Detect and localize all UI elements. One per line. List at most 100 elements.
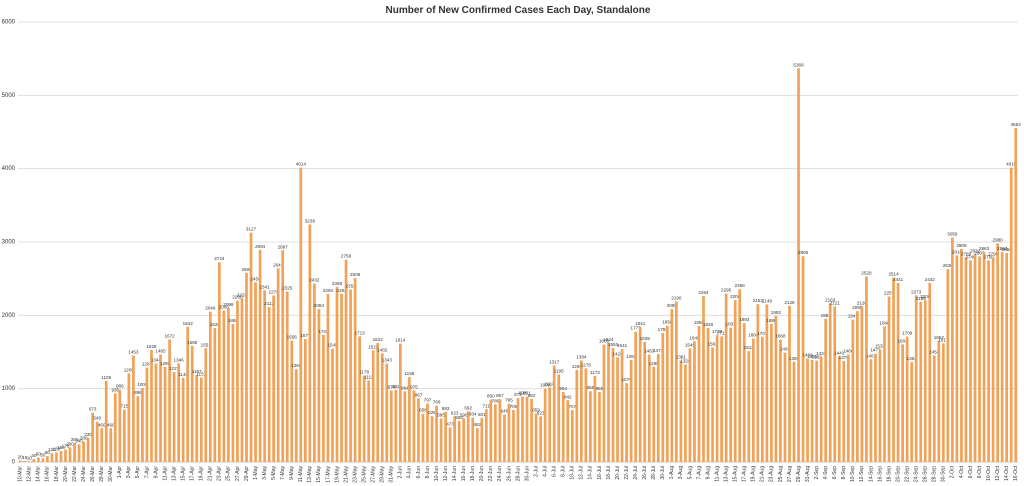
data-label: 2098 [223,302,234,307]
data-label: 2206 [730,294,741,299]
x-tick-label: 9-Aug [705,466,711,480]
data-label: 2325 [282,286,293,291]
bar [77,444,81,462]
x-tick-label: 20-Jul [615,466,621,480]
bar [190,345,194,462]
bar [267,307,271,462]
x-tick-label: 4-Jul [542,466,548,477]
x-tick-label: 31-Aug [805,466,811,482]
data-label: 2432 [309,278,320,283]
data-label: 1622 [373,337,384,342]
x-tick-label: 16-Mar [45,466,51,482]
bar [575,369,579,462]
bar [466,411,470,462]
data-label: 20 [18,455,24,460]
data-label: 1477 [870,348,881,353]
data-label: 2442 [925,277,936,282]
data-label: 1266 [291,363,302,368]
bar [634,331,638,462]
bar [765,304,769,462]
data-label: 1545 [327,343,338,348]
bar [625,383,628,462]
bar [919,301,923,462]
data-label: 964 [401,385,409,390]
bar [724,293,728,462]
x-tick-label: 2-Jul [533,466,539,477]
bar [208,311,212,462]
bar [570,410,574,462]
bar [227,308,230,462]
bar [489,399,493,462]
data-label: 1328 [680,359,691,364]
data-label: 1624 [603,337,614,342]
data-label: 2803 [974,250,985,255]
data-label: 549 [93,416,101,421]
data-label: 1276 [581,362,592,367]
data-label: 1287 [142,362,153,367]
data-label: 2580 [241,267,252,272]
x-tick-label: 16-Sep [877,466,883,482]
data-label: 1151 [196,372,206,377]
data-label: 2112 [264,301,274,306]
data-label: 867 [415,392,423,397]
bar [462,418,466,462]
bar [652,366,656,462]
data-label: 1759 [658,327,669,332]
data-label: 2190 [671,295,682,300]
bar [141,388,144,462]
data-label: 975 [410,385,418,390]
bar [589,391,592,462]
x-tick-label: 12-Sep [859,466,865,482]
bar [720,336,723,462]
x-tick-label: 18-Mar [54,466,60,482]
x-tick-label: 8-Sep [841,466,847,480]
data-label: 2356 [735,283,746,288]
bar [95,421,99,462]
bar [996,243,999,462]
data-label: 2066 [219,304,230,309]
bar [394,389,398,462]
x-tick-label: 7-Apr [144,466,150,479]
y-tick-label: 6000 [2,20,16,26]
x-tick-label: 21-Aug [760,466,766,482]
data-label: 1730 [712,329,723,334]
data-label: 623 [451,410,459,415]
bar [892,277,895,462]
bar [353,278,357,462]
bar [430,416,434,462]
x-tick-label: 12-Jun [443,466,449,482]
x-tick-label: 14-Jul [588,466,594,480]
bar [507,403,511,462]
bar [1000,252,1004,462]
data-label: 1187 [192,369,202,374]
x-tick-label: 22-Jun [488,466,494,482]
data-label: 2149 [762,298,773,303]
x-tick-label: 8-Oct [977,465,983,478]
bar [932,355,936,462]
data-label: 260 [71,437,79,442]
data-label: 2514 [888,272,899,277]
data-label: 1645 [689,335,700,340]
data-label: 1391 [807,354,818,359]
x-tick-label: 6-Sep [832,466,838,480]
x-tick-label: 25-Aug [778,466,784,482]
x-tick-label: 9-May [289,466,295,480]
bar [475,428,479,462]
bar [543,388,547,462]
x-tick-label: 3-May [262,466,268,480]
data-label: 2749 [965,254,976,259]
data-label: 1656 [287,335,298,340]
data-label: 2206 [920,294,931,299]
bar [195,374,199,462]
x-tick-label: 15-Aug [733,466,739,482]
data-label: 1491 [780,347,791,352]
data-label: 2273 [911,289,922,294]
data-label: 2294 [336,288,347,293]
data-label: 4014 [296,162,307,167]
data-label: 1382 [812,355,823,360]
bar [616,357,619,462]
data-label: 2200 [232,295,243,300]
data-label: 683 [442,406,450,411]
bar [358,336,361,462]
bar [367,380,371,462]
